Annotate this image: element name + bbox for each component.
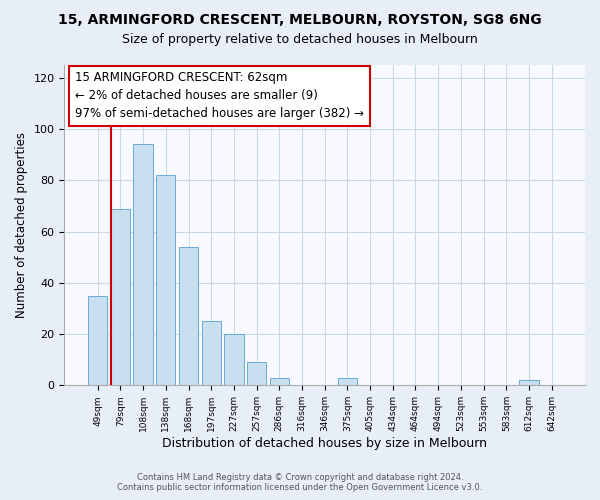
Bar xyxy=(156,175,175,386)
Bar xyxy=(520,380,539,386)
Text: 15, ARMINGFORD CRESCENT, MELBOURN, ROYSTON, SG8 6NG: 15, ARMINGFORD CRESCENT, MELBOURN, ROYST… xyxy=(58,12,542,26)
Text: Size of property relative to detached houses in Melbourn: Size of property relative to detached ho… xyxy=(122,32,478,46)
Bar xyxy=(133,144,153,386)
Bar xyxy=(338,378,357,386)
Bar xyxy=(88,296,107,386)
Bar xyxy=(224,334,244,386)
Bar xyxy=(202,322,221,386)
Bar xyxy=(111,208,130,386)
Bar xyxy=(247,362,266,386)
Bar xyxy=(179,247,198,386)
Bar xyxy=(269,378,289,386)
Text: Contains HM Land Registry data © Crown copyright and database right 2024.
Contai: Contains HM Land Registry data © Crown c… xyxy=(118,473,482,492)
X-axis label: Distribution of detached houses by size in Melbourn: Distribution of detached houses by size … xyxy=(162,437,487,450)
Text: 15 ARMINGFORD CRESCENT: 62sqm
← 2% of detached houses are smaller (9)
97% of sem: 15 ARMINGFORD CRESCENT: 62sqm ← 2% of de… xyxy=(75,72,364,120)
Y-axis label: Number of detached properties: Number of detached properties xyxy=(15,132,28,318)
